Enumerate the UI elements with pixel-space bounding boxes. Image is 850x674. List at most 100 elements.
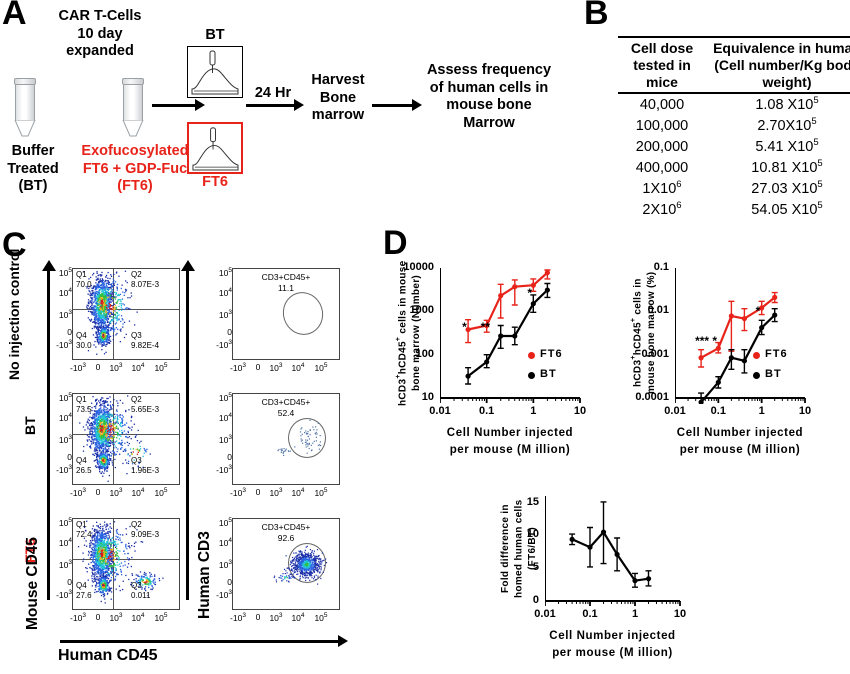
quadrant-name: Q1 [76, 395, 87, 404]
arrow-to-mice-head [195, 99, 205, 111]
gate-title: CD3+CD45+ [261, 272, 311, 282]
legend-label-ft6: FT6 [540, 348, 563, 360]
flow-gate-plot: CD3+CD45+ 11.1 [232, 268, 340, 360]
legend-label-bt: BT [540, 368, 557, 380]
quadrant-name: Q2 [131, 520, 142, 529]
chart-number-y-tick: 1000 [409, 304, 434, 317]
row-label-no-injection-control: No injection control [6, 248, 22, 380]
panel-c-row-axis-arrowhead [42, 260, 56, 271]
quadrant-horizontal-gate [73, 559, 179, 560]
fcs-x-tick: 105 [154, 362, 168, 373]
fcs-y-tick: 0 [227, 577, 232, 587]
fcs-y-tick: 104 [218, 412, 232, 423]
flow-scatter-plot: Q1 70.0 Q2 8.07E-3 Q3 9.82E-4 Q4 30.0 [72, 268, 180, 360]
fcs-y-tick: 105 [58, 517, 72, 528]
gate-ellipse [288, 418, 326, 458]
bt-label-line-2: Treated [7, 160, 59, 177]
quadrant-name: Q1 [76, 520, 87, 529]
fcs-x-tick: 103 [269, 362, 283, 373]
harvest-line-3: marrow [311, 107, 365, 124]
chart-number-significance-marker: ** [480, 320, 490, 334]
fcs-x-tick: 105 [314, 362, 328, 373]
fcs-y-tick: 104 [218, 537, 232, 548]
panel-c-right-y-axis-label: Human CD3 [196, 531, 213, 620]
table-row: 40,000 1.08 X105 [618, 93, 850, 115]
fcs-x-tick: -103 [230, 487, 246, 498]
chart-percent-significance-marker: * [755, 304, 761, 318]
table-row: 400,000 10.81 X105 [618, 157, 850, 178]
chart-number-y-tick: 10 [421, 391, 434, 403]
fcs-x-tick: 104 [131, 487, 145, 498]
col1-line-1: Cell dose [630, 40, 694, 56]
chart-number-significance-marker: * [527, 286, 532, 300]
panel-c: C No injection control BT FT6 Mouse CD45… [0, 228, 385, 674]
fcs-y-tick: -103 [216, 464, 232, 475]
chart-percent-plot-area [675, 268, 806, 404]
fcs-y-tick: 0 [67, 577, 72, 587]
fcs-y-tick: -103 [56, 339, 72, 350]
chart-number-x-tick: 1 [530, 405, 537, 417]
chart-percent-y-tick: 0.01 [647, 304, 669, 317]
arrow-24hr [246, 104, 296, 107]
fcs-x-tick: -103 [70, 487, 86, 498]
panel-a-title-line-3: expanded [66, 43, 134, 60]
fcs-y-tick: 104 [58, 412, 72, 423]
fcs-y-tick: 105 [58, 267, 72, 278]
fcs-y-tick: -103 [56, 589, 72, 600]
arrow-to-assess [372, 104, 414, 107]
flow-scatter-plot: Q1 73.5 Q2 5.65E-3 Q3 1.96E-3 Q4 26.5 [72, 393, 180, 485]
chart-number-x-tick: 0.01 [429, 405, 451, 417]
chart-number-x-axis-label: Cell Number injected per mouse (M illion) [446, 427, 574, 457]
chart-fold-y-tick: 5 [532, 561, 539, 574]
fcs-y-tick: 105 [58, 392, 72, 403]
fcs-y-tick: 104 [58, 287, 72, 298]
fcs-y-tick: 105 [218, 267, 232, 278]
tube-ft6-label: Exofucosylated FT6 + GDP-Fuc (FT6) [62, 143, 208, 196]
fcs-y-tick: 0 [67, 327, 72, 337]
panel-b: B Cell dose tested in mice Equivalence i… [584, 0, 850, 230]
fcs-x-tick: 103 [109, 362, 123, 373]
chart-percent-y-tick: 0.1 [653, 261, 669, 273]
panel-b-letter: B [584, 0, 609, 32]
flow-scatter-plot: Q1 72.4 Q2 9.09E-3 Q3 0.011 Q4 27.6 [72, 518, 180, 610]
quadrant-horizontal-gate [73, 309, 179, 310]
fcs-y-tick: 103 [58, 309, 72, 320]
ft6-label-line-2: FT6 + GDP-Fuc [82, 160, 188, 177]
fcs-x-tick: -103 [70, 362, 86, 373]
fcs-x-tick: -103 [230, 362, 246, 373]
fcs-y-tick: 105 [218, 517, 232, 528]
chart-fold-y-tick: 0 [532, 594, 539, 606]
tube-ft6-icon [120, 78, 146, 137]
panel-a-title-line-2: 10 day [77, 25, 123, 42]
legend-marker-bt [753, 372, 760, 379]
mouse-thumbnail-bt [187, 46, 243, 98]
time-label: 24 Hr [254, 85, 292, 101]
fcs-x-tick: -103 [70, 612, 86, 623]
fcs-x-tick: 0 [255, 487, 261, 497]
cell-equivalence-value: 27.03 X105 [751, 179, 823, 198]
fcs-x-tick: -103 [230, 612, 246, 623]
panel-c-y-axis-label: Mouse CD45 [24, 536, 41, 630]
legend-marker-bt [528, 372, 535, 379]
table-row: 1X106 27.03 X105 [618, 178, 850, 199]
assess-line-1: Assess frequency [426, 62, 552, 78]
legend-label-bt: BT [765, 368, 782, 380]
cell-dose-value: 2X106 [642, 200, 682, 218]
fcs-x-tick: 0 [255, 362, 261, 372]
quadrant-name: Q4 [76, 456, 87, 465]
harvest-label: Harvest Bone marrow [306, 72, 370, 125]
quadrant-name: Q2 [131, 395, 142, 404]
chart-fold-x-axis-label: Cell Number injected per mouse (M illion) [549, 630, 676, 660]
bt-label-line-1: Buffer [11, 143, 55, 159]
tube-buffer-treated-label: Buffer Treated (BT) [0, 143, 76, 196]
chart-fold-y-tick: 10 [526, 528, 539, 541]
harvest-line-1: Harvest [311, 72, 365, 88]
cell-equivalence-value: 2.70X105 [757, 116, 817, 135]
fcs-y-tick: -103 [216, 339, 232, 350]
panel-c-x-axis-line [60, 640, 340, 643]
quadrant-name: Q3 [131, 331, 142, 340]
arrow-to-assess-head [412, 99, 422, 111]
quadrant-value: 26.5 [76, 466, 92, 475]
table-header-row: Cell dose tested in mice Equivalence in … [618, 35, 850, 95]
chart-percent-x-tick: 0.01 [664, 405, 686, 417]
